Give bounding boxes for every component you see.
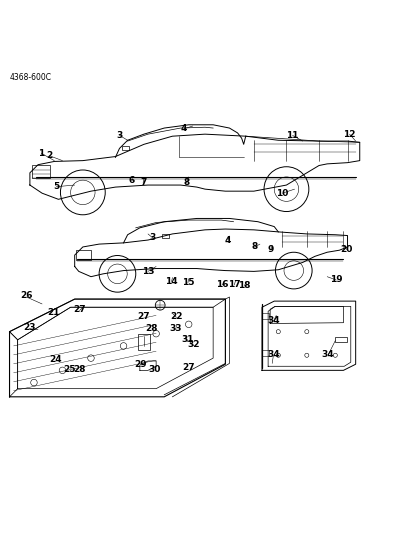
Text: 27: 27 xyxy=(182,363,195,372)
Text: 5: 5 xyxy=(53,182,59,191)
Text: 27: 27 xyxy=(73,305,85,314)
Text: 4: 4 xyxy=(224,236,230,245)
Text: 4: 4 xyxy=(180,124,187,133)
Text: 21: 21 xyxy=(47,308,60,317)
Text: 16: 16 xyxy=(215,280,228,289)
Text: 28: 28 xyxy=(73,365,85,374)
Text: 2: 2 xyxy=(46,151,52,160)
Text: 18: 18 xyxy=(238,281,250,290)
Text: 33: 33 xyxy=(169,324,182,333)
Bar xyxy=(137,334,150,350)
Text: 22: 22 xyxy=(170,312,182,321)
Text: 25: 25 xyxy=(63,365,76,374)
Text: 23: 23 xyxy=(23,323,35,332)
Text: 31: 31 xyxy=(181,335,194,344)
Text: 17: 17 xyxy=(227,280,240,289)
Bar xyxy=(121,146,128,150)
Text: 8: 8 xyxy=(251,243,257,252)
Text: 10: 10 xyxy=(276,189,288,198)
Text: 15: 15 xyxy=(181,278,194,287)
Text: 34: 34 xyxy=(266,350,279,359)
Text: 11: 11 xyxy=(285,131,298,140)
Text: 7: 7 xyxy=(139,178,146,187)
Text: 4368-600C: 4368-600C xyxy=(9,73,52,82)
Text: 6: 6 xyxy=(128,176,135,184)
Text: 26: 26 xyxy=(20,292,33,300)
Bar xyxy=(335,337,346,342)
Bar xyxy=(32,165,50,177)
Bar xyxy=(261,350,269,356)
Text: 30: 30 xyxy=(148,365,160,374)
Text: 1: 1 xyxy=(38,149,44,158)
Text: 29: 29 xyxy=(134,360,146,369)
Text: 34: 34 xyxy=(321,350,333,359)
Text: 12: 12 xyxy=(342,130,355,139)
Text: 3: 3 xyxy=(116,131,122,140)
Bar xyxy=(162,234,169,238)
Text: 3: 3 xyxy=(149,233,155,243)
Text: 34: 34 xyxy=(266,316,279,325)
Text: 20: 20 xyxy=(340,245,352,254)
Bar xyxy=(261,313,269,319)
Text: 14: 14 xyxy=(165,277,178,286)
Text: 13: 13 xyxy=(142,267,154,276)
Text: 28: 28 xyxy=(145,324,157,333)
Bar xyxy=(76,250,91,261)
Text: 8: 8 xyxy=(183,178,189,187)
Text: 32: 32 xyxy=(187,340,199,349)
Text: 19: 19 xyxy=(329,276,342,285)
Text: 24: 24 xyxy=(49,355,61,364)
Text: 9: 9 xyxy=(267,245,274,254)
Text: 27: 27 xyxy=(137,312,150,321)
